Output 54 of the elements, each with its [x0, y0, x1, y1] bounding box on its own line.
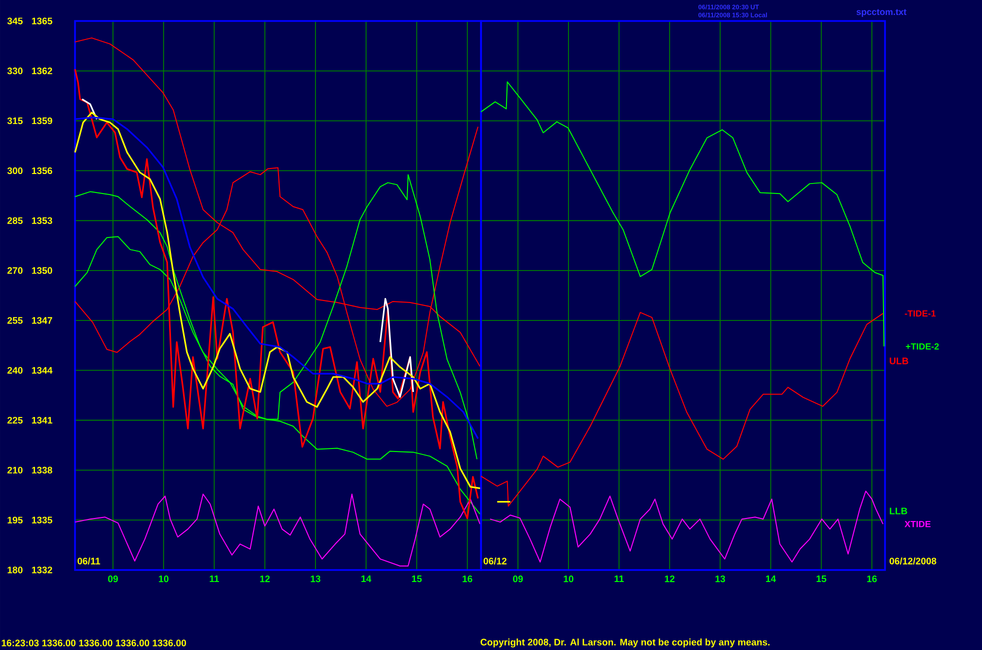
x-tick-label: 12 — [260, 576, 270, 582]
x-tick-label: 11 — [614, 576, 624, 582]
x-tick-label: 13 — [310, 576, 320, 582]
text: -TIDE-1 — [904, 310, 936, 317]
y2-tick-label: 1356 — [32, 167, 52, 174]
annotation: 06/12 — [484, 557, 507, 565]
y-tick-label: 195 — [8, 516, 23, 524]
y-tick-label: 285 — [7, 217, 23, 224]
text: LLB — [890, 508, 908, 514]
x-tick-label: 15 — [816, 576, 826, 582]
y-tick-label: 210 — [7, 466, 23, 474]
text: ULB — [890, 358, 908, 364]
x-tick-label: 09 — [108, 576, 118, 582]
x-tick-label: 11 — [210, 576, 219, 582]
y2-tick-label: 1341 — [32, 416, 52, 424]
y-tick-label: 240 — [7, 366, 23, 374]
annotation: 06/11 — [78, 557, 100, 565]
y-tick-label: 330 — [7, 68, 23, 74]
x-tick-label: 10 — [564, 576, 574, 582]
y2-tick-label: 1359 — [32, 117, 52, 124]
x-tick-label: 14 — [766, 576, 776, 582]
y2-tick-label: 1332 — [32, 566, 52, 574]
y2-tick-label: 1353 — [32, 217, 52, 224]
y2-tick-label: 1344 — [32, 366, 52, 374]
text: XTIDE — [904, 520, 931, 528]
y-tick-label: 180 — [8, 566, 23, 574]
y-tick-label: 270 — [7, 267, 23, 274]
line-series — [74, 112, 482, 490]
x-tick-label: 13 — [716, 576, 726, 582]
y-tick-label: 255 — [7, 317, 23, 324]
y2-tick-label: 1365 — [32, 18, 52, 24]
text: +TIDE-2 — [906, 343, 939, 350]
y2-tick-label: 1338 — [32, 466, 52, 474]
y-tick-label: 345 — [7, 18, 23, 24]
y-tick-label: 300 — [7, 167, 23, 174]
y2-tick-label: 1362 — [32, 68, 52, 74]
text: 16:23:03 1336.00 1336.00 1336.00 1336.00 — [2, 640, 186, 646]
x-tick-label: 10 — [158, 576, 168, 582]
y-tick-label: 225 — [7, 416, 23, 424]
line-series — [74, 494, 480, 566]
y2-tick-label: 1335 — [32, 516, 52, 524]
x-tick-label: 16 — [867, 576, 877, 582]
x-tick-label: 16 — [462, 576, 472, 582]
x-tick-label: 15 — [412, 576, 422, 582]
y2-tick-label: 1350 — [32, 267, 52, 274]
text: 06/12/2008 — [890, 557, 936, 565]
x-tick-label: 09 — [513, 576, 523, 582]
y-tick-label: 315 — [7, 117, 23, 124]
text: Copyright 2008, Dr. Al Larson. May not be copied by any means. — [480, 638, 770, 648]
text: spcctom.txt — [856, 9, 906, 17]
y2-tick-label: 1347 — [32, 317, 52, 324]
x-tick-label: 14 — [361, 576, 372, 582]
line-series — [74, 68, 479, 520]
x-tick-label: 12 — [664, 576, 674, 582]
